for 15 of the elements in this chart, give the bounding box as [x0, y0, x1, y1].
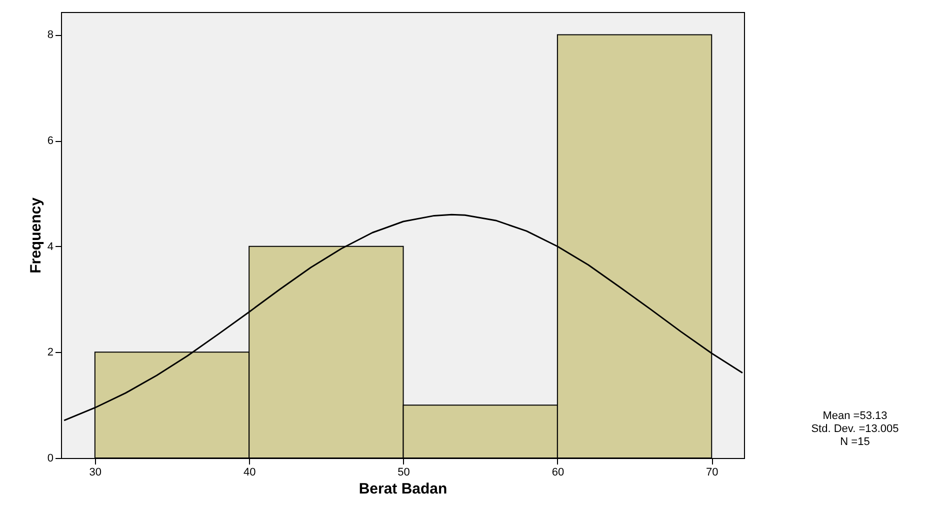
y-tick-label: 6 — [47, 135, 54, 148]
x-axis-title: Berat Badan — [358, 480, 448, 498]
x-tick-label: 40 — [243, 466, 256, 478]
x-tick-label: 70 — [706, 466, 718, 478]
text: Mean =53.13 — [822, 410, 888, 422]
y-tick-label: 0 — [47, 452, 54, 464]
y-tick-label: 4 — [47, 240, 54, 253]
x-tick-label: 50 — [398, 466, 410, 478]
x-tick-label: 60 — [552, 466, 564, 478]
x-tick-label: 30 — [89, 466, 102, 478]
text: Std. Dev. =13.005 — [811, 423, 899, 435]
text: N =15 — [840, 436, 870, 448]
y-tick-label: 2 — [47, 346, 54, 359]
y-tick-label: 8 — [47, 29, 54, 42]
y-axis-title: Frequency — [27, 196, 44, 274]
